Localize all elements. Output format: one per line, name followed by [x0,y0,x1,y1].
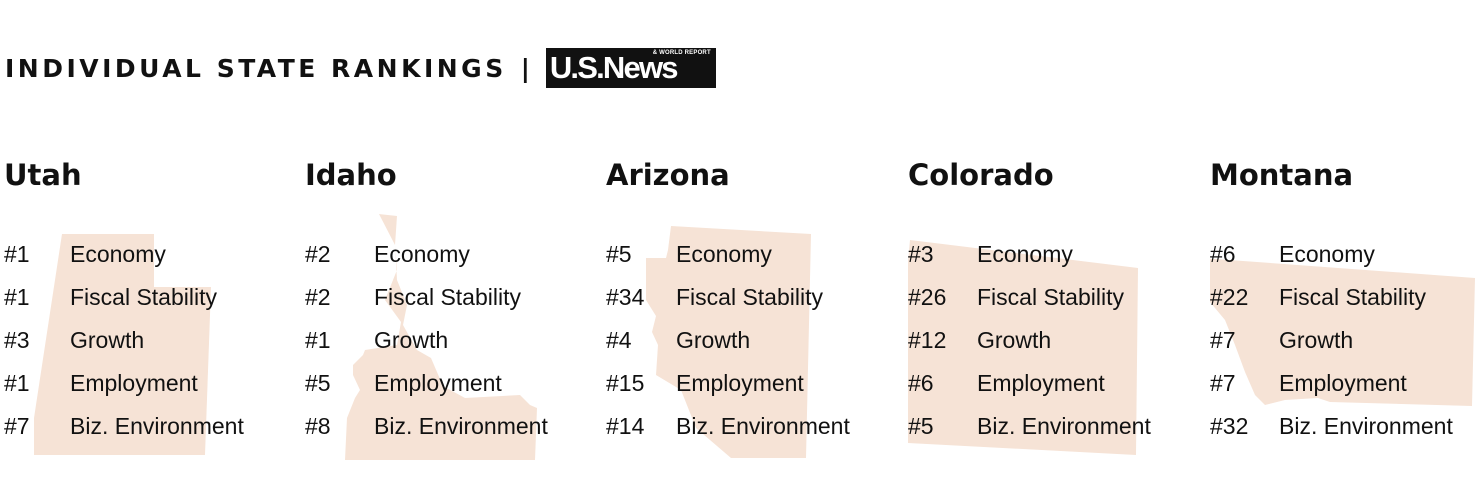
rank-value: #15 [606,370,645,396]
state-card-arizona: Arizona #5 Economy #34 Fiscal Stability #4… [606,150,901,470]
title-separator: | [520,53,530,83]
rank-category: Employment [1279,370,1407,396]
rank-value: #14 [606,413,645,439]
rank-category: Economy [1279,241,1375,267]
rank-category: Growth [676,327,751,353]
rank-category: Fiscal Stability [1279,284,1426,310]
state-card-colorado: Colorado #3 Economy #26 Fiscal Stability #… [908,150,1203,470]
logo-text: U.S.News [549,50,679,85]
rank-value: #2 [305,284,331,310]
rank-value: #5 [305,370,331,396]
us-news-logo: U.S.News & WORLD REPORT [545,48,716,88]
rank-category: Growth [1279,327,1354,353]
state-name: Montana [1210,158,1354,192]
rank-category: Employment [374,370,502,396]
rank-value: #1 [4,370,30,396]
montana-shape-icon [1210,258,1475,406]
state-name: Idaho [305,158,397,192]
rank-category: Fiscal Stability [374,284,521,310]
rank-category: Growth [374,327,449,353]
rank-value: #1 [305,327,331,353]
idaho-shape-icon [345,214,537,460]
rank-value: #3 [908,241,934,267]
rank-category: Biz. Environment [676,413,850,439]
rank-category: Growth [977,327,1052,353]
rank-value: #32 [1210,413,1249,439]
rank-category: Employment [70,370,198,396]
rank-category: Fiscal Stability [676,284,823,310]
rank-category: Economy [676,241,772,267]
rank-category: Biz. Environment [374,413,548,439]
state-card-utah: Utah #1 Economy #1 Fiscal Stability #3 Grow… [4,150,299,470]
rank-category: Employment [977,370,1105,396]
rank-category: Employment [676,370,804,396]
rank-value: #3 [4,327,30,353]
rank-value: #1 [4,241,30,267]
rank-category: Biz. Environment [70,413,244,439]
logo-subtext: & WORLD REPORT [652,50,711,56]
colorado-shape-icon [908,240,1138,455]
rank-category: Growth [70,327,145,353]
rank-value: #6 [1210,241,1236,267]
rank-value: #4 [606,327,632,353]
rank-value: #22 [1210,284,1249,310]
rank-value: #5 [908,413,934,439]
utah-shape-icon [34,234,211,455]
rank-value: #12 [908,327,947,353]
rank-value: #26 [908,284,947,310]
rank-category: Economy [70,241,166,267]
rank-value: #5 [606,241,632,267]
page-title: INDIVIDUAL STATE RANKINGS [5,53,507,83]
rank-value: #7 [1210,370,1236,396]
rank-value: #8 [305,413,331,439]
page-header: INDIVIDUAL STATE RANKINGS | U.S.News & W… [5,48,716,88]
rank-value: #34 [606,284,645,310]
rank-category: Biz. Environment [1279,413,1453,439]
state-name: Utah [4,158,82,192]
arizona-shape-icon [646,226,811,458]
state-name: Arizona [606,158,730,192]
state-card-montana: Montana #6 Economy #22 Fiscal Stability #7… [1210,150,1477,470]
rank-value: #7 [1210,327,1236,353]
rank-value: #1 [4,284,30,310]
rank-category: Fiscal Stability [977,284,1124,310]
rank-value: #6 [908,370,934,396]
rank-category: Fiscal Stability [70,284,217,310]
rank-category: Biz. Environment [977,413,1151,439]
rank-category: Economy [977,241,1073,267]
state-card-idaho: Idaho #2 Economy #2 Fiscal Stability #1 Gro… [305,150,600,470]
rank-value: #7 [4,413,30,439]
state-name: Colorado [908,158,1054,192]
rank-value: #2 [305,241,331,267]
rank-category: Economy [374,241,470,267]
